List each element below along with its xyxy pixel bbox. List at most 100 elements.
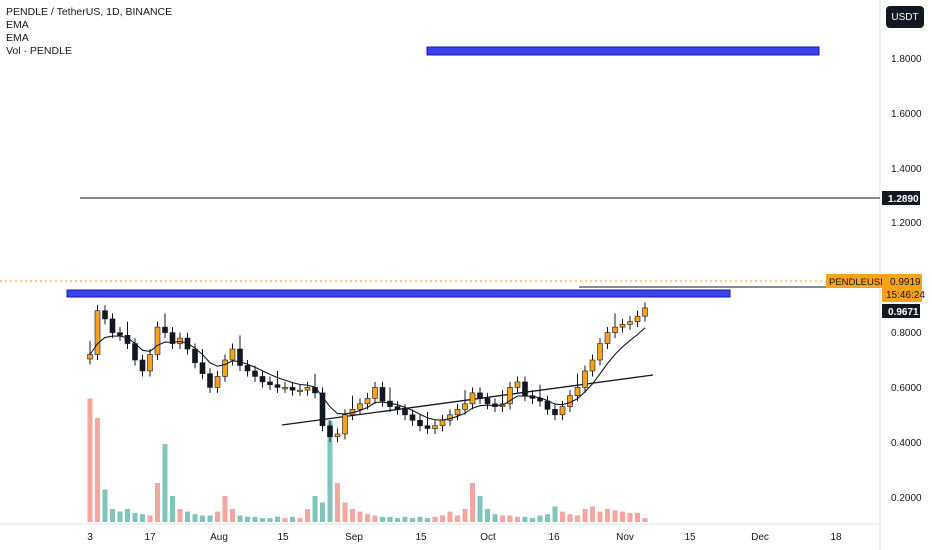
resistance-zone[interactable] [66,289,731,298]
support-trendline[interactable] [281,374,654,426]
candle-body [147,354,153,372]
candle-body [237,348,243,366]
ema-indicator-2[interactable]: EMA [6,32,29,44]
candle [424,412,431,434]
candle-body [297,389,303,392]
candle-body [379,387,386,402]
candle-body [514,381,521,388]
candle [237,335,243,371]
candle [402,403,408,421]
volume-bar [102,489,108,522]
candle [589,354,596,377]
candle [499,390,506,413]
y-tick-label: 0.2000 [891,493,922,504]
volume-bar [335,483,340,522]
candle-body [244,365,251,372]
y-tick-label: 0.8000 [891,328,922,339]
candle [94,305,101,360]
candle-body [409,414,416,421]
volume-bar [230,509,235,522]
candle [169,327,176,350]
volume-bar [530,518,535,522]
volume-bar [155,483,160,522]
candle [477,387,483,404]
candle-body [109,318,116,333]
candle [619,318,626,333]
candle-body [162,326,168,333]
last-price-tag: 0.9919 15:46:24 [882,274,925,302]
y-tick-label: 1.2000 [891,218,922,229]
x-tick-label: Nov [616,532,634,543]
candle [507,381,513,410]
candle-body [252,370,258,377]
target-zone[interactable] [426,46,820,56]
volume-bar [222,496,228,522]
volume-bar [252,516,258,522]
volume-bar [237,515,243,522]
candle-body [267,381,273,385]
candle [364,392,371,410]
chart-legend: PENDLE / TetherUS, 1D, BINANCE EMA EMA V… [6,6,172,58]
candle [289,381,296,396]
candle [124,321,131,350]
volume-bar [432,516,438,522]
candle [522,376,528,402]
volume-bar [365,514,370,522]
candle-body [537,398,543,402]
candle-body [289,387,296,391]
candle-body [597,343,603,361]
volume-bar [402,516,408,522]
volume-bar [140,514,145,522]
candle [469,387,476,410]
candle-body [222,359,228,377]
candle [604,327,611,350]
candle-body [357,403,363,410]
volume-bar [125,509,130,522]
volume-bar [500,515,505,522]
x-tick-label: 17 [144,532,156,543]
volume-bar [627,512,633,522]
candle-body [627,321,633,325]
candle-body [619,324,626,328]
volume-bar [117,511,123,522]
candle-body [612,326,618,333]
volume-bar [455,515,460,522]
candle [642,302,648,322]
y-axis: 1.8000 1.6000 1.4000 1.2000 0.8000 0.600… [891,54,922,504]
candle [214,370,221,393]
candle-body [259,376,266,383]
candle-body [192,348,198,364]
candle [154,321,161,360]
volume-indicator[interactable]: Vol · PENDLE [6,45,72,57]
candle-body [154,326,161,355]
candle [177,332,183,350]
candle [297,384,303,396]
ema-indicator-1[interactable]: EMA [6,19,29,31]
volume-bar [342,502,348,522]
candle-body [169,332,176,344]
currency-button[interactable]: USDT [886,6,924,28]
candle-body [544,400,551,410]
candle-body [484,398,491,405]
candle [274,370,281,393]
volume-bar [537,515,543,522]
candle-body [469,392,476,405]
x-tick-label: 15 [415,532,427,543]
volume-bar [515,516,520,522]
volume-bar [147,515,153,522]
volume-bar [582,509,588,522]
candle [102,305,108,325]
candle [109,313,116,339]
volume-bar [387,516,393,522]
symbol-title[interactable]: PENDLE / TetherUS, 1D, BINANCE [6,6,173,18]
candle-body [634,315,641,322]
y-tick-label: 0.6000 [891,383,922,394]
ticker-tag: PENDLEUSDT [826,274,893,288]
candle-body [454,409,461,416]
candle [349,395,356,421]
volume-bar [620,511,625,522]
volume-bar [162,444,168,522]
candle-body [462,403,468,410]
high-level-value: 1.2890 [888,194,919,205]
